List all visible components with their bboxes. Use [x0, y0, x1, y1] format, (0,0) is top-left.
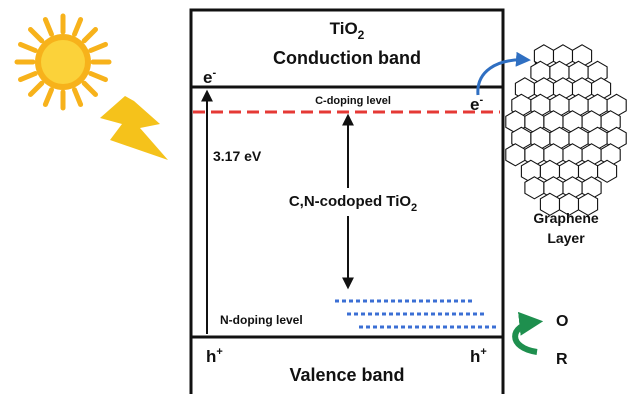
sun-ray	[88, 71, 108, 83]
sun-ray	[18, 41, 38, 53]
electron-label-right: e-	[470, 94, 483, 114]
electron-transfer-arrow	[476, 51, 531, 96]
sun-ray	[42, 87, 54, 107]
redox-reduced-label: R	[556, 351, 568, 368]
c-doping-level-label: C-doping level	[315, 95, 391, 107]
sun-icon	[14, 13, 112, 111]
n-doping-levels	[335, 299, 496, 329]
sun-ray	[72, 17, 84, 37]
sun-ray	[28, 27, 45, 44]
graphene-label-line1: Graphene	[533, 210, 599, 226]
sun-ray	[81, 80, 98, 97]
sun-ray	[72, 87, 84, 107]
graphene-hexagon	[577, 192, 599, 216]
conduction-band-label: Conduction band	[273, 48, 421, 68]
graphene-label-line2: Layer	[547, 230, 585, 246]
valence-band-label: Valence band	[289, 365, 404, 385]
hole-label-left: h+	[206, 346, 223, 366]
graphene-hexagon	[597, 159, 618, 183]
sun-ray	[42, 17, 54, 37]
sun-ray	[18, 71, 38, 83]
hole-label-right: h+	[470, 346, 487, 366]
material-label: C,N-codoped TiO2	[289, 193, 417, 214]
redox-oxidized-label: O	[556, 313, 568, 330]
lightning-icon	[100, 96, 168, 160]
n-doping-level-label: N-doping level	[220, 313, 303, 327]
band-box-outline	[189, 8, 505, 394]
redox-arrow	[512, 311, 544, 355]
electron-label-left: e-	[203, 67, 216, 87]
band-gap-label: 3.17 eV	[213, 148, 262, 164]
graphene-lattice	[505, 44, 627, 216]
graphene-hexagon	[505, 143, 526, 167]
sun-ray	[81, 27, 98, 44]
sun-ray	[28, 80, 45, 97]
graphene-hexagon	[524, 176, 545, 200]
sun-ray	[88, 41, 108, 53]
tio2-title: TiO2	[330, 19, 365, 42]
